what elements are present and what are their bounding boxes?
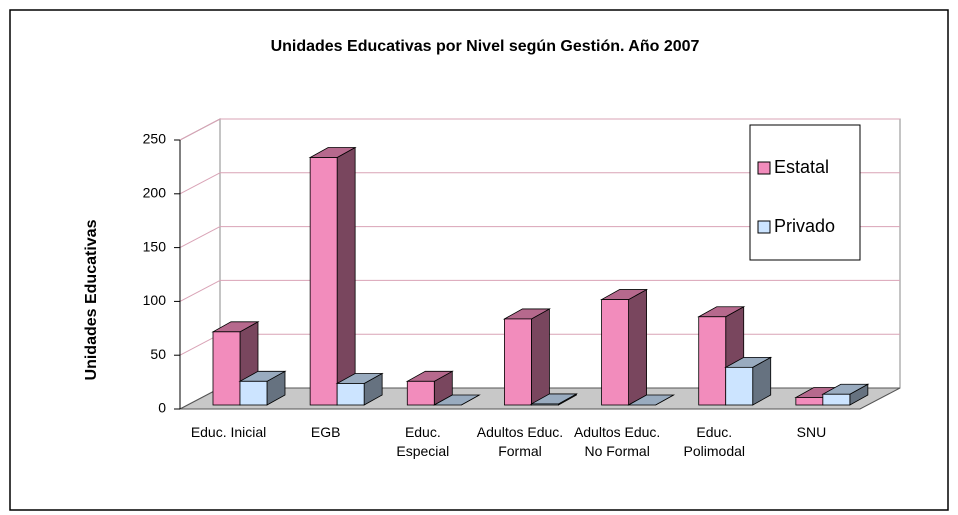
bar-front <box>336 383 365 406</box>
grid-line <box>179 226 221 249</box>
bar-front <box>406 380 435 406</box>
bar-front <box>725 366 754 406</box>
y-tick-label: 100 <box>143 292 167 308</box>
y-tick-label: 50 <box>150 346 166 362</box>
bar-front <box>212 331 241 406</box>
bar-top <box>627 394 676 406</box>
bar <box>600 288 649 406</box>
bar <box>238 370 287 406</box>
bar-top <box>432 394 481 406</box>
bar-front <box>504 318 532 406</box>
bar <box>335 372 384 406</box>
bar-side <box>531 308 550 406</box>
legend-box <box>749 124 861 261</box>
bar-front <box>698 316 727 406</box>
bar-front <box>601 299 629 406</box>
y-tick-label: 150 <box>143 238 167 254</box>
grid-line <box>179 172 221 195</box>
y-tick-label: 0 <box>158 400 166 416</box>
y-axis-label: Unidades Educativas <box>83 219 100 380</box>
x-tick-label: Educ. Especial <box>396 424 450 459</box>
bar-front <box>239 380 268 406</box>
grid-line <box>179 279 221 302</box>
bar <box>529 393 578 406</box>
y-tick-label: 250 <box>143 131 167 147</box>
bar <box>432 394 481 406</box>
bar <box>308 146 357 406</box>
bar-side <box>628 288 647 406</box>
bar-front <box>795 397 824 406</box>
bar-side <box>336 146 356 406</box>
x-tick-label: Educ. Polimodal <box>683 424 746 459</box>
bar-front <box>822 393 851 406</box>
x-tick-label: Adultos Educ. Formal <box>476 424 564 459</box>
x-tick-label: Adultos Educ. No Formal <box>573 424 661 459</box>
x-tick-label: EGB <box>310 424 341 440</box>
legend-label: Privado <box>774 216 835 236</box>
x-tick-label: Educ. Inicial <box>190 424 267 440</box>
x-tick-label: SNU <box>796 424 827 440</box>
bar <box>821 383 870 406</box>
bar <box>627 394 676 406</box>
bar-front <box>531 403 559 406</box>
grid-line <box>179 118 221 141</box>
bar-front <box>309 157 338 406</box>
bar <box>502 308 551 406</box>
legend-swatch <box>757 220 771 234</box>
y-tick-label: 200 <box>143 185 167 201</box>
bar <box>405 370 454 406</box>
chart-title: Unidades Educativas por Nivel según Gest… <box>271 38 700 55</box>
bar <box>724 356 773 406</box>
legend-swatch <box>757 161 771 175</box>
legend-label: Estatal <box>774 157 829 177</box>
